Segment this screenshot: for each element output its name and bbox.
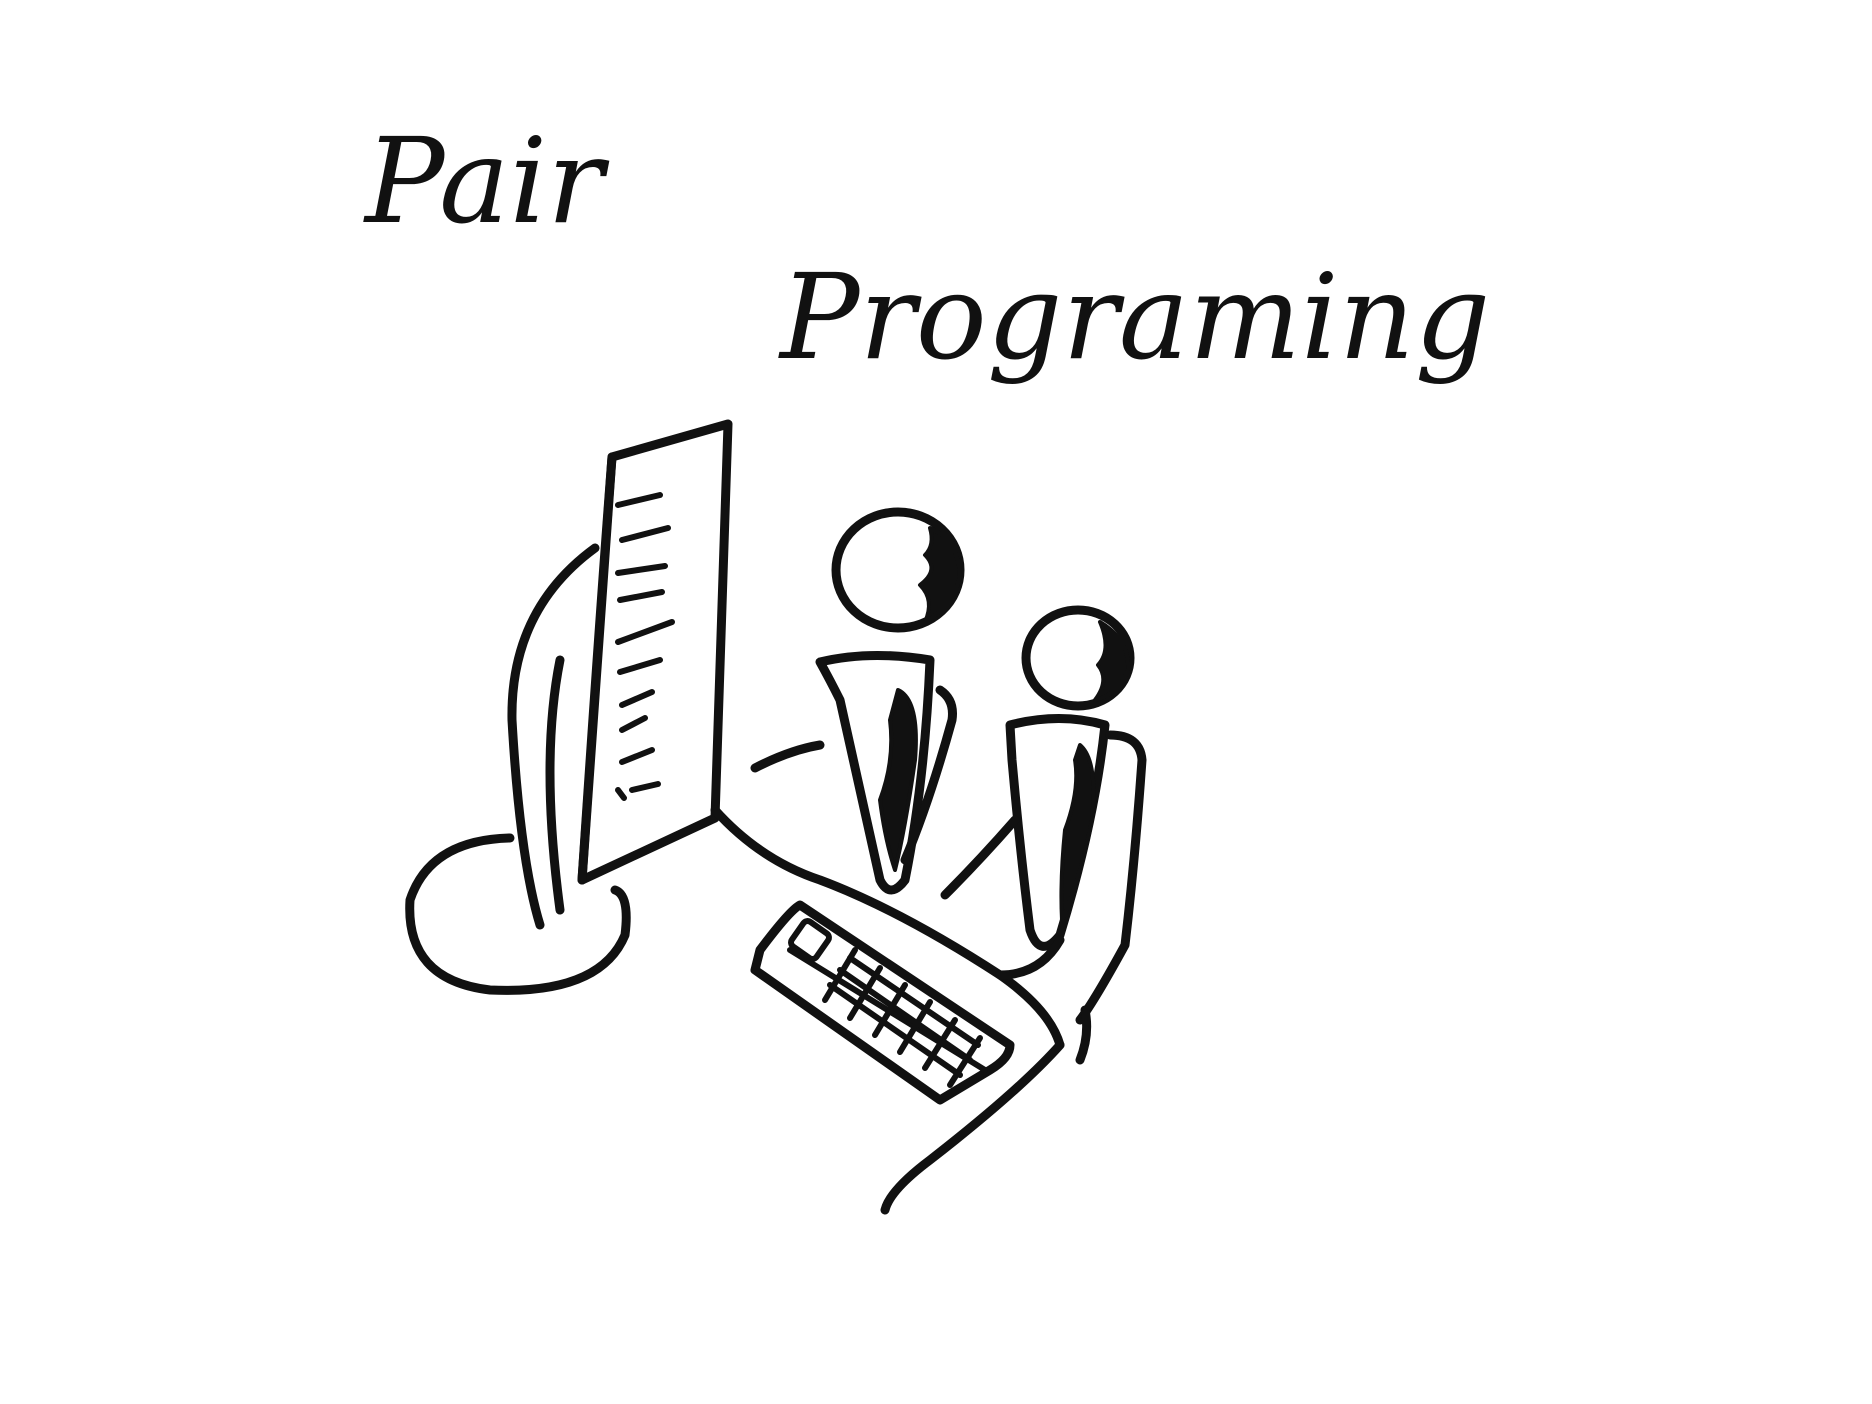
person-icon	[940, 605, 1147, 1065]
desk-front-edge	[880, 1040, 1065, 1215]
computer-monitor-icon	[405, 419, 733, 995]
title-pair: Pair	[363, 112, 610, 250]
title-programing: Programing	[778, 248, 1490, 386]
keyboard-icon	[750, 900, 1015, 1105]
keyboard-keys	[822, 947, 983, 1088]
screen-code-lines	[615, 492, 675, 801]
person-icon	[750, 507, 965, 895]
desk-edge	[710, 805, 1065, 1050]
